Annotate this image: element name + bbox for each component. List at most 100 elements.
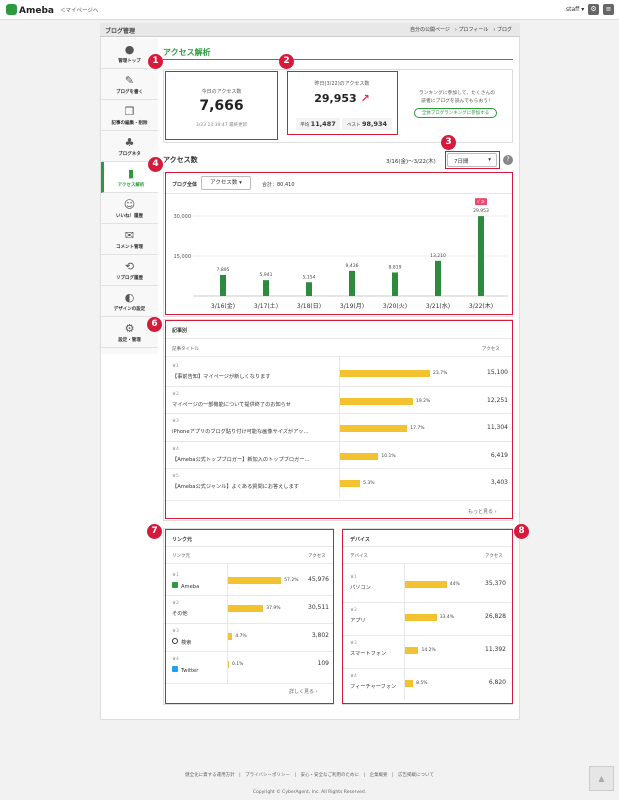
percentage-bar (340, 480, 361, 487)
devices-title: デバイス (350, 537, 370, 543)
sidebar-item-label: 管理トップ (118, 59, 141, 64)
period-select[interactable]: 7日間 ▾ (447, 153, 497, 167)
menu-button[interactable]: ≡ (603, 4, 614, 15)
row-divider (343, 668, 512, 669)
chart-bar[interactable] (349, 270, 355, 296)
row-name: パソコン (350, 584, 371, 591)
devices-header-divider (343, 563, 512, 564)
percentage-bar (340, 397, 413, 405)
average-label: 平均 (300, 123, 310, 128)
top-bar: Ameba ＜マイページへ staff ▾ ⚙ ≡ (0, 0, 619, 20)
sidebar-item[interactable]: ✎ ブログを書く (101, 69, 158, 100)
average-stat: 平均 11,487 (296, 118, 340, 130)
badge-2: 2 (279, 54, 294, 69)
user-menu[interactable]: staff ▾ (566, 6, 585, 13)
access-count: 26,828 (485, 613, 506, 620)
percentage-label: 0.1% (232, 662, 244, 667)
access-count: 11,304 (487, 424, 508, 431)
rank-badge: ♛3 (172, 629, 179, 634)
devices-column-divider (404, 563, 405, 699)
join-ranking-button[interactable]: 全体ブログランキングに参加する (414, 108, 497, 118)
percentage-bar (228, 605, 264, 612)
row-label: アプリ (350, 618, 366, 624)
footer-links[interactable]: 健全化に資する運用方針 | プライバシーポリシー | 安心・安全なご利用のために… (185, 773, 434, 778)
average-value: 11,487 (310, 120, 336, 128)
sidebar-item[interactable]: ◐ デザインの設定 (101, 286, 158, 317)
sidebar (101, 38, 158, 354)
chart-bar[interactable] (435, 260, 441, 296)
badge-3: 3 (441, 135, 456, 150)
percentage-bar (405, 614, 437, 621)
articles-divider (164, 338, 512, 339)
percentage-label: 44% (449, 582, 460, 587)
row-divider (164, 595, 333, 596)
sidebar-item-label: 設定・管理 (118, 338, 141, 343)
chart-bar[interactable] (478, 216, 484, 296)
article-title-link[interactable]: マイページの一部機能について提供終了のお知らせ (172, 401, 291, 408)
ranking-text-2: 読者にブログを読んでもらおう！ (421, 99, 493, 104)
metric-select[interactable]: アクセス数 ▾ (201, 176, 251, 190)
sidebar-item[interactable]: ⟲ リブログ履歴 (101, 255, 158, 286)
articles-column-divider (339, 356, 340, 498)
links-panel (163, 528, 334, 705)
x-category-label[interactable]: 3/16(金) (211, 302, 235, 310)
article-title-link[interactable]: 【Ameba公式トップブロガー】新加入のトップブロガー… (172, 456, 310, 463)
chart-bar[interactable] (392, 272, 398, 296)
chart-bar[interactable] (263, 280, 269, 296)
percentage-label: 17.7% (410, 426, 425, 431)
links-col-source: リンク元 (172, 554, 190, 559)
x-category-label[interactable]: 3/21(水) (426, 302, 450, 310)
article-title-link[interactable]: iPhoneアプリのブログ貼り付け可能な画像サイズがアッ… (172, 428, 309, 435)
chart-divider (164, 193, 512, 194)
row-label: Twitter (181, 668, 199, 674)
percentage-label: 10.1% (381, 453, 396, 459)
articles-footer-divider (164, 500, 512, 501)
back-to-top-button[interactable]: ▲ (589, 766, 614, 791)
sidebar-item-label: アクセス解析 (117, 183, 145, 188)
links-more-link[interactable]: 詳しく見る › (289, 689, 318, 695)
rank-badge: ♛1 (172, 364, 179, 369)
percentage-bar (405, 647, 419, 654)
settings-button[interactable]: ⚙ (588, 4, 599, 15)
header-links[interactable]: 自分の公開ページ › プロフィール › ブログ (410, 27, 512, 33)
mypage-link[interactable]: ＜マイページへ (60, 8, 99, 14)
date-range: 3/16(金)〜3/22(木) (386, 159, 436, 165)
x-category-label[interactable]: 3/18(日) (297, 303, 321, 310)
x-category-label[interactable]: 3/17(土) (254, 302, 278, 310)
chart-bar[interactable] (306, 282, 312, 296)
ameba-logo-icon (6, 4, 17, 15)
bar-value-label: 9,436 (346, 263, 359, 269)
row-divider (164, 413, 512, 414)
blog-admin-title: ブログ管理 (105, 28, 136, 35)
sidebar-item[interactable]: ● 管理トップ (101, 38, 158, 69)
chart-bar[interactable] (220, 274, 226, 296)
article-title-link[interactable]: 【事前告知】マイページが新しくなります (172, 373, 270, 380)
today-value: 7,666 (199, 98, 244, 114)
percentage-label: 14.2% (421, 648, 436, 653)
total-access: 合計：80,410 (262, 182, 295, 188)
x-category-label[interactable]: 3/19(月) (340, 303, 364, 310)
article-title-link[interactable]: 【Ameba公式ジャンル】よくある質問にお答えします (172, 483, 299, 490)
period-value: 7日間 (454, 159, 469, 165)
percentage-label: 4.7% (235, 634, 247, 639)
ameba-logo[interactable]: Ameba (6, 4, 54, 16)
x-category-label[interactable]: 3/20(火) (383, 303, 407, 310)
sidebar-item[interactable]: ▮ アクセス解析 (101, 162, 158, 193)
bar-value-label: 8,819 (389, 264, 402, 270)
copyright: Copyright © CyberAgent, Inc. All Rights … (252, 790, 367, 795)
articles-more-link[interactable]: もっと見る › (468, 509, 497, 515)
row-divider (164, 468, 512, 469)
best-value: 98,934 (361, 120, 388, 128)
rank-badge: ♛1 (350, 575, 357, 580)
sidebar-item[interactable]: ⚙ 設定・管理 (101, 317, 158, 348)
logo-text: Ameba (19, 6, 54, 16)
sidebar-item[interactable]: ♣ ブログネタ (101, 131, 158, 162)
row-label: 【Ameba公式ジャンル】よくある質問にお答えします (172, 484, 299, 490)
best-stat: ベスト 98,934 (342, 118, 392, 130)
help-icon[interactable]: ? (503, 155, 513, 165)
sidebar-item[interactable]: ☺ いいね！履歴 (101, 193, 158, 224)
x-category-label[interactable]: 3/22(木) (469, 302, 493, 310)
sidebar-item[interactable]: ✉ コメント管理 (101, 224, 158, 255)
badge-8: 8 (514, 524, 529, 539)
sidebar-item[interactable]: ❐ 記事の編集・削除 (101, 100, 158, 131)
